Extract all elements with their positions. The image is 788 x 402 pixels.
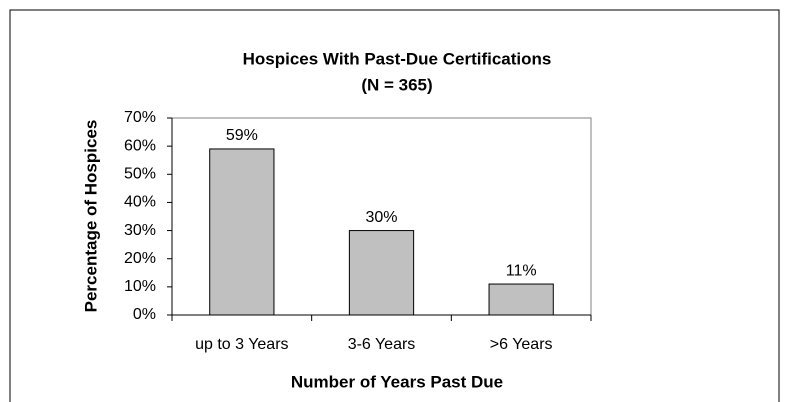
bar <box>348 230 415 316</box>
x-tick-label: >6 Years <box>490 336 553 353</box>
x-axis-label: Number of Years Past Due <box>291 372 503 391</box>
x-tick-label: up to 3 Years <box>195 336 288 353</box>
bar <box>488 283 554 316</box>
chart-title: Hospices With Past-Due Certifications <box>243 49 552 68</box>
data-label: 59% <box>226 127 258 144</box>
data-label: 30% <box>365 209 397 226</box>
y-tick-label: 20% <box>124 250 156 267</box>
data-label: 11% <box>506 262 537 279</box>
y-axis-label: Percentage of Hospices <box>81 120 100 313</box>
y-tick-label: 70% <box>124 109 156 126</box>
bar <box>209 148 275 316</box>
chart-subtitle: (N = 365) <box>361 75 432 94</box>
y-tick-label: 10% <box>124 278 156 295</box>
y-tick-label: 30% <box>124 222 156 239</box>
frame <box>9 9 780 402</box>
x-tick-label: 3-6 Years <box>348 336 416 353</box>
y-tick-label: 60% <box>124 137 156 154</box>
y-tick-label: 50% <box>124 166 156 183</box>
y-tick-label: 40% <box>124 194 156 211</box>
y-tick-label: 0% <box>133 306 156 323</box>
